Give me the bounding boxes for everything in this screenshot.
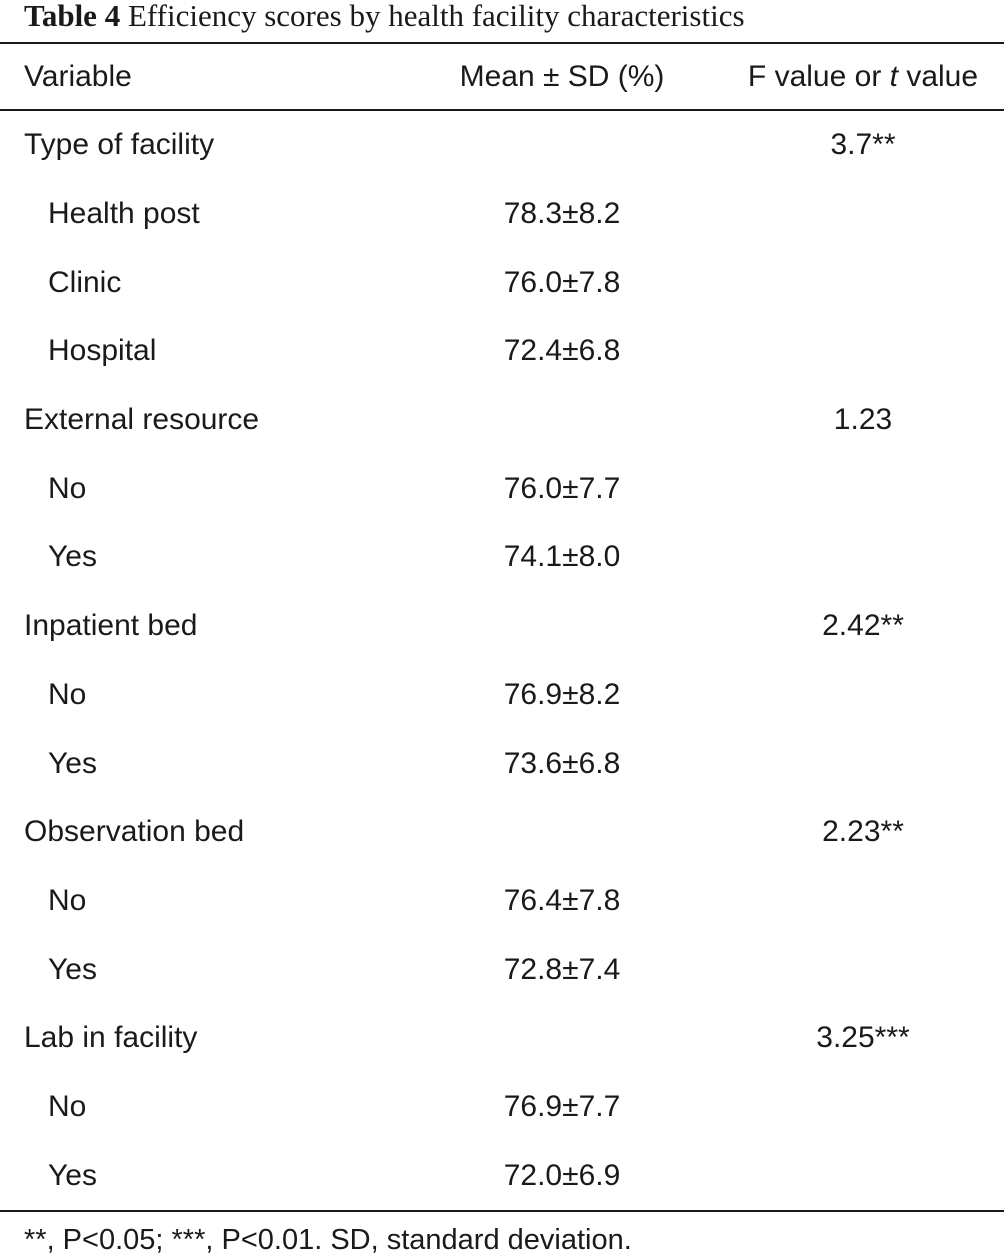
table-caption-title: Efficiency scores by health facility cha…	[127, 0, 745, 33]
cell-stat-value	[722, 1141, 1004, 1210]
cell-mean-sd	[440, 386, 684, 455]
cell-mean-sd: 76.0±7.7	[503, 471, 621, 505]
table-subrow: No 76.9±8.2	[0, 661, 1004, 730]
table-group-row: Type of facility 3.7**	[0, 111, 1004, 180]
cell-mean-sd: 76.9±8.2	[503, 677, 621, 711]
table-footnote: **, P<0.05; ***, P<0.01. SD, standard de…	[24, 1224, 632, 1256]
table-caption-label: Table 4	[24, 0, 121, 33]
cell-variable: Yes	[48, 952, 97, 986]
cell-mean-sd: 74.1±8.0	[503, 540, 621, 574]
cell-variable: No	[48, 883, 87, 917]
cell-stat-value	[722, 523, 1004, 592]
cell-mean-sd	[440, 592, 684, 661]
cell-stat-value: 2.23**	[822, 815, 904, 849]
header-stat-italic: t	[889, 59, 898, 93]
cell-variable: External resource	[24, 403, 260, 437]
cell-stat-value	[722, 180, 1004, 249]
cell-stat-value	[722, 248, 1004, 317]
cell-variable: No	[48, 471, 87, 505]
cell-variable: No	[48, 1089, 87, 1123]
cell-variable: Yes	[48, 540, 97, 574]
header-stat-value: F value or t value	[722, 44, 1004, 109]
cell-stat-value	[722, 867, 1004, 936]
table-subrow: No 76.0±7.7	[0, 454, 1004, 523]
table-group-row: External resource 1.23	[0, 386, 1004, 455]
table-group-row: Observation bed 2.23**	[0, 798, 1004, 867]
header-stat-prefix: F value or	[747, 59, 890, 93]
cell-mean-sd: 72.0±6.9	[503, 1158, 621, 1192]
table-body: Type of facility 3.7** Health post 78.3±8.2…	[0, 111, 1004, 1210]
table-header-rule	[0, 109, 1004, 111]
header-mean-sd: Mean ± SD (%)	[459, 59, 665, 93]
table-subrow: Yes 74.1±8.0	[0, 523, 1004, 592]
cell-stat-value	[722, 317, 1004, 386]
cell-stat-value	[722, 454, 1004, 523]
cell-variable: Lab in facility	[24, 1021, 198, 1055]
table-subrow: No 76.4±7.8	[0, 867, 1004, 936]
header-stat-suffix: value	[898, 59, 979, 93]
cell-mean-sd	[440, 798, 684, 867]
cell-variable: Clinic	[48, 265, 122, 299]
cell-stat-value	[722, 1073, 1004, 1142]
table-subrow: Hospital 72.4±6.8	[0, 317, 1004, 386]
cell-stat-value: 3.7**	[830, 128, 896, 162]
cell-mean-sd: 73.6±6.8	[503, 746, 621, 780]
cell-mean-sd	[440, 111, 684, 180]
cell-mean-sd: 72.8±7.4	[503, 952, 621, 986]
cell-variable: No	[48, 677, 87, 711]
cell-mean-sd: 76.9±7.7	[503, 1089, 621, 1123]
table-subrow: Yes 72.0±6.9	[0, 1141, 1004, 1210]
cell-stat-value	[722, 935, 1004, 1004]
cell-mean-sd: 76.0±7.8	[503, 265, 621, 299]
cell-stat-value	[722, 661, 1004, 730]
cell-mean-sd: 78.3±8.2	[503, 197, 621, 231]
table-subrow: Clinic 76.0±7.8	[0, 248, 1004, 317]
cell-variable: Health post	[48, 197, 200, 231]
table-top-rule	[0, 42, 1004, 44]
table-caption: Table 4 Efficiency scores by health faci…	[24, 0, 745, 34]
cell-variable: Yes	[48, 746, 97, 780]
cell-variable: Yes	[48, 1158, 97, 1192]
table-group-row: Inpatient bed 2.42**	[0, 592, 1004, 661]
table-subrow: Yes 73.6±6.8	[0, 729, 1004, 798]
table-subrow: Yes 72.8±7.4	[0, 935, 1004, 1004]
cell-stat-value	[722, 729, 1004, 798]
table-group-row: Lab in facility 3.25***	[0, 1004, 1004, 1073]
table-subrow: Health post 78.3±8.2	[0, 180, 1004, 249]
cell-stat-value: 2.42**	[822, 609, 904, 643]
cell-mean-sd: 76.4±7.8	[503, 883, 621, 917]
table-bottom-rule	[0, 1210, 1004, 1212]
cell-variable: Inpatient bed	[24, 609, 198, 643]
table-header: Variable Mean ± SD (%) F value or t valu…	[0, 44, 1004, 109]
cell-stat-value: 3.25***	[816, 1021, 910, 1055]
header-variable: Variable	[24, 59, 132, 93]
cell-stat-value: 1.23	[833, 403, 893, 437]
cell-mean-sd: 72.4±6.8	[503, 334, 621, 368]
cell-variable: Hospital	[48, 334, 157, 368]
cell-mean-sd	[440, 1004, 684, 1073]
table-subrow: No 76.9±7.7	[0, 1073, 1004, 1142]
cell-variable: Observation bed	[24, 815, 245, 849]
cell-variable: Type of facility	[24, 128, 215, 162]
